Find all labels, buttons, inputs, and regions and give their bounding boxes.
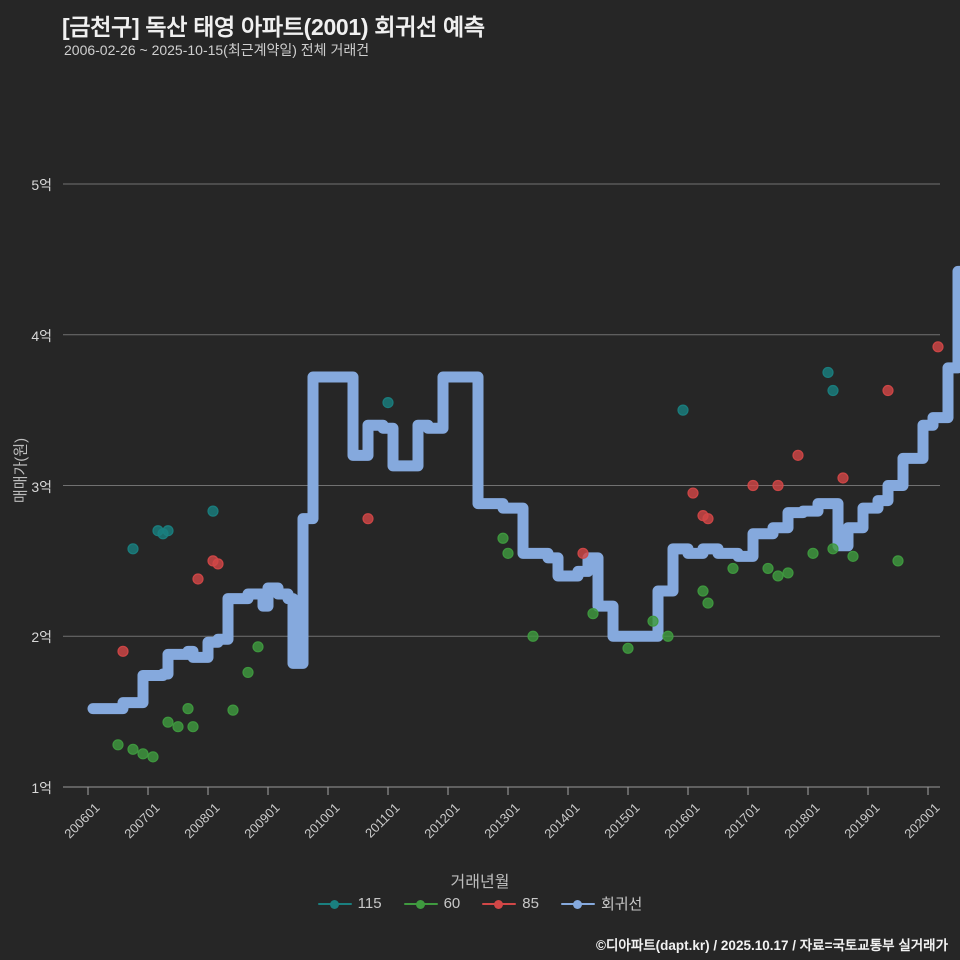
scatter-point-60 (662, 630, 674, 642)
legend-swatch-icon (403, 897, 438, 911)
legend-label: 회귀선 (600, 896, 643, 913)
legend-item-85[interactable]: 85 (482, 895, 539, 912)
y-tick-label: 5억 (31, 177, 52, 193)
scatter-point-60 (702, 597, 714, 609)
scatter-point-60 (772, 570, 784, 582)
scatter-point-60 (112, 739, 124, 751)
scatter-point-85 (792, 449, 804, 461)
scatter-point-60 (587, 608, 599, 620)
scatter-point-85 (117, 645, 129, 657)
scatter-point-85 (772, 479, 784, 492)
chart-subtitle: 2006-02-26 ~ 2025-10-15(최근계약일) 전체 거래건 (64, 42, 370, 58)
legend-swatch-icon (482, 897, 517, 911)
scatter-point-115 (827, 384, 839, 397)
y-axis-title: 매매가(원) (12, 437, 30, 504)
scatter-point-85 (362, 513, 374, 525)
scatter-point-60 (827, 543, 839, 555)
y-tick-label: 3억 (31, 478, 52, 495)
scatter-point-60 (762, 562, 774, 575)
page-title: [금천구] 독산 태영 아파트(2001) 회귀선 예측 (62, 14, 485, 40)
scatter-point-60 (527, 630, 539, 642)
scatter-point-60 (172, 721, 184, 733)
x-tick-marks (87, 787, 929, 795)
scatter-point-60 (697, 585, 709, 597)
scatter-point-85 (932, 341, 944, 353)
gridlines (63, 183, 940, 788)
scatter-point-115 (162, 525, 174, 537)
scatter-point-60 (227, 704, 239, 716)
scatter-point-115 (127, 543, 139, 555)
scatter-point-115 (207, 505, 219, 517)
scatter-point-115 (677, 404, 689, 416)
scatter-point-60 (502, 547, 514, 559)
scatter-point-60 (727, 562, 739, 575)
footer-credit: ©디아파트(dapt.kr) / 2025.10.17 / 자료=국토교통부 실… (596, 938, 948, 953)
scatter-point-60 (162, 716, 174, 728)
legend-label: 115 (357, 895, 382, 912)
scatter-point-60 (647, 615, 659, 627)
scatter-point-85 (702, 513, 714, 525)
scatter-point-60 (137, 748, 149, 760)
scatter-series (112, 341, 944, 763)
legend-swatch-icon (560, 897, 595, 911)
scatter-point-60 (782, 567, 794, 579)
regression-line-series (87, 265, 960, 715)
x-axis-title: 거래년월 (450, 874, 510, 891)
scatter-point-85 (212, 558, 224, 570)
legend-dot (572, 899, 582, 909)
scatter-point-60 (242, 666, 254, 679)
scatter-point-115 (822, 366, 834, 379)
legend-dot (415, 899, 425, 909)
scatter-point-60 (497, 532, 509, 544)
legend-item-60[interactable]: 60 (403, 895, 461, 912)
y-tick-label: 4억 (31, 327, 52, 344)
scatter-point-85 (192, 573, 204, 585)
legend-swatch-icon (317, 897, 352, 911)
y-tick-label: 1억 (31, 780, 52, 796)
scatter-point-85 (882, 384, 894, 397)
scatter-point-85 (577, 547, 589, 559)
scatter-point-60 (187, 721, 199, 733)
scatter-point-85 (747, 479, 759, 492)
scatter-point-60 (252, 641, 264, 653)
scatter-point-115 (382, 396, 394, 409)
legend-item-115[interactable]: 115 (317, 895, 382, 912)
scatter-point-60 (622, 642, 634, 654)
legend-label: 85 (522, 895, 539, 912)
legend-dot (494, 899, 504, 909)
regression-line-path (87, 265, 960, 715)
scatter-point-85 (687, 487, 699, 499)
scatter-point-60 (147, 751, 159, 763)
y-tick-label: 2억 (31, 629, 52, 646)
chart-legend: 115 60 85 회귀선 (0, 893, 960, 914)
scatter-point-60 (847, 550, 859, 562)
scatter-point-60 (892, 555, 904, 567)
legend-item-회귀선[interactable]: 회귀선 (560, 893, 643, 914)
scatter-point-60 (182, 703, 194, 715)
scatter-point-60 (127, 743, 139, 755)
scatter-point-60 (807, 547, 819, 559)
scatter-point-85 (837, 472, 849, 484)
legend-dot (329, 899, 339, 909)
legend-label: 60 (443, 895, 461, 912)
